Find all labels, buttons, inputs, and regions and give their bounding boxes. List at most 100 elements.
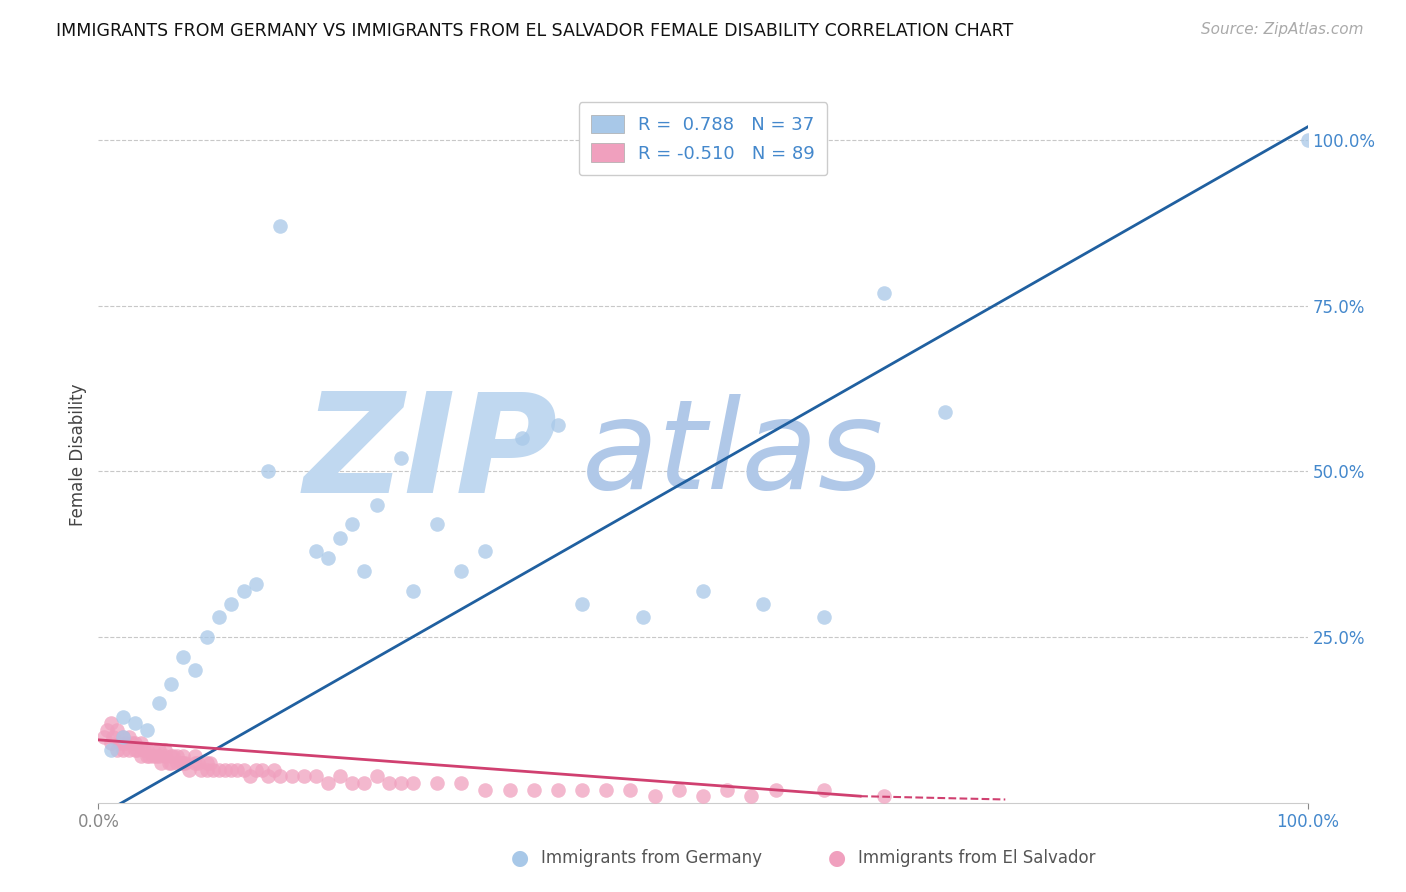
Point: [160, 676, 183, 690]
Point: [226, 763, 249, 777]
Point: [214, 763, 236, 777]
Point: [118, 743, 141, 757]
Point: [160, 749, 183, 764]
Point: [111, 709, 134, 723]
Point: [127, 743, 149, 757]
Point: [160, 756, 183, 770]
Point: [96, 723, 118, 737]
Point: [547, 782, 569, 797]
Point: [129, 749, 152, 764]
Point: [148, 697, 170, 711]
Point: [571, 597, 593, 611]
Point: [135, 743, 157, 757]
Point: [124, 736, 146, 750]
Point: [111, 730, 134, 744]
Point: [342, 776, 364, 790]
Point: [245, 577, 267, 591]
Point: [389, 451, 412, 466]
Point: [256, 465, 278, 479]
Point: [716, 782, 738, 797]
Point: [208, 610, 231, 624]
Point: [547, 418, 569, 433]
Point: [366, 769, 388, 783]
Point: [269, 219, 291, 234]
Point: [474, 782, 496, 797]
Point: [353, 776, 375, 790]
Point: [740, 789, 762, 804]
Point: [111, 730, 134, 744]
Point: [195, 756, 218, 770]
Point: [281, 769, 304, 783]
Point: [208, 763, 231, 777]
Point: [305, 769, 328, 783]
Point: [934, 405, 956, 419]
Point: [100, 736, 122, 750]
Point: [510, 431, 533, 445]
Point: [232, 583, 254, 598]
Point: [221, 597, 243, 611]
Point: [105, 743, 128, 757]
Point: [135, 749, 157, 764]
Point: [174, 756, 197, 770]
Point: [426, 776, 449, 790]
Point: [148, 743, 170, 757]
Point: [153, 743, 176, 757]
Point: [108, 736, 131, 750]
Point: [316, 776, 339, 790]
Point: [121, 736, 143, 750]
Text: Immigrants from Germany: Immigrants from Germany: [541, 849, 762, 867]
Point: [184, 749, 207, 764]
Point: [813, 610, 835, 624]
Point: [202, 763, 225, 777]
Point: [595, 782, 617, 797]
Point: [184, 663, 207, 677]
Point: [450, 776, 472, 790]
Point: [668, 782, 690, 797]
Point: [153, 749, 176, 764]
Point: [135, 723, 157, 737]
Point: [124, 743, 146, 757]
Point: [305, 544, 328, 558]
Legend: R =  0.788   N = 37, R = -0.510   N = 89: R = 0.788 N = 37, R = -0.510 N = 89: [578, 103, 828, 175]
Point: [166, 749, 188, 764]
Point: [129, 736, 152, 750]
Point: [256, 769, 278, 783]
Point: [118, 730, 141, 744]
Point: [145, 749, 167, 764]
Point: [157, 756, 180, 770]
Point: [184, 756, 207, 770]
Point: [198, 756, 221, 770]
Point: [134, 743, 156, 757]
Point: [172, 749, 194, 764]
Point: [172, 650, 194, 665]
Point: [250, 763, 273, 777]
Point: [190, 763, 212, 777]
Point: [426, 517, 449, 532]
Point: [402, 583, 425, 598]
Point: [644, 789, 666, 804]
Point: [111, 743, 134, 757]
Point: [221, 763, 243, 777]
Point: [105, 723, 128, 737]
Point: [571, 782, 593, 797]
Point: [752, 597, 775, 611]
Text: ZIP: ZIP: [304, 387, 558, 523]
Point: [765, 782, 787, 797]
Point: [292, 769, 315, 783]
Point: [329, 531, 352, 545]
Point: [245, 763, 267, 777]
Point: [162, 749, 184, 764]
Point: [366, 498, 388, 512]
Text: IMMIGRANTS FROM GERMANY VS IMMIGRANTS FROM EL SALVADOR FEMALE DISABILITY CORRELA: IMMIGRANTS FROM GERMANY VS IMMIGRANTS FR…: [56, 22, 1014, 40]
Text: ●: ●: [828, 848, 845, 868]
Point: [631, 610, 654, 624]
Point: [148, 749, 170, 764]
Point: [692, 583, 714, 598]
Point: [232, 763, 254, 777]
Point: [342, 517, 364, 532]
Point: [1296, 133, 1319, 147]
Point: [138, 749, 160, 764]
Point: [100, 716, 122, 731]
Point: [269, 769, 291, 783]
Point: [402, 776, 425, 790]
